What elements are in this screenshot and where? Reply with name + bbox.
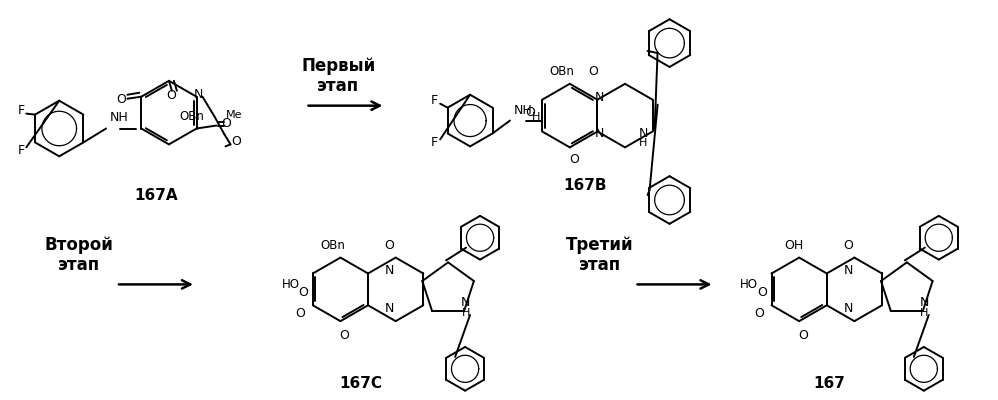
Text: O: O bbox=[843, 239, 853, 252]
Text: Me: Me bbox=[227, 110, 243, 120]
Text: O: O bbox=[589, 65, 599, 78]
Text: 167C: 167C bbox=[339, 376, 382, 391]
Text: H: H bbox=[639, 138, 647, 148]
Text: O: O bbox=[339, 328, 349, 342]
Text: O: O bbox=[222, 117, 232, 130]
Text: OH: OH bbox=[784, 239, 803, 252]
Text: F: F bbox=[18, 144, 25, 157]
Text: N: N bbox=[385, 264, 394, 277]
Text: O: O bbox=[757, 286, 767, 299]
Text: 167A: 167A bbox=[134, 188, 178, 202]
Text: H: H bbox=[461, 308, 470, 318]
Text: F: F bbox=[430, 94, 438, 107]
Text: 167: 167 bbox=[813, 376, 845, 391]
Text: N: N bbox=[595, 127, 604, 140]
Text: этап: этап bbox=[317, 77, 359, 95]
Text: N: N bbox=[385, 302, 394, 315]
Text: этап: этап bbox=[58, 256, 100, 274]
Text: Третий: Третий bbox=[566, 236, 634, 254]
Text: N: N bbox=[194, 88, 204, 101]
Text: H: H bbox=[532, 112, 540, 122]
Text: HO: HO bbox=[741, 278, 758, 291]
Text: O: O bbox=[232, 135, 242, 148]
Text: N: N bbox=[843, 302, 853, 315]
Text: O: O bbox=[117, 93, 127, 106]
Text: O: O bbox=[569, 153, 579, 166]
Text: HO: HO bbox=[281, 278, 299, 291]
Text: O: O bbox=[798, 328, 808, 342]
Text: этап: этап bbox=[579, 256, 621, 274]
Text: N: N bbox=[920, 296, 929, 308]
Text: Второй: Второй bbox=[45, 236, 114, 254]
Text: NH: NH bbox=[110, 111, 129, 124]
Text: O: O bbox=[384, 239, 394, 252]
Text: N: N bbox=[843, 264, 853, 277]
Text: N: N bbox=[461, 296, 470, 308]
Text: Первый: Первый bbox=[301, 57, 375, 75]
Text: OBn: OBn bbox=[320, 239, 345, 252]
Text: O: O bbox=[298, 286, 308, 299]
Text: NH: NH bbox=[514, 104, 533, 117]
Text: OBn: OBn bbox=[549, 65, 574, 78]
Text: N: N bbox=[639, 127, 648, 140]
Text: 167B: 167B bbox=[563, 178, 607, 193]
Text: O: O bbox=[295, 307, 305, 320]
Text: O: O bbox=[166, 89, 176, 102]
Text: H: H bbox=[920, 308, 928, 318]
Text: O: O bbox=[754, 307, 764, 320]
Text: OBn: OBn bbox=[179, 110, 204, 123]
Text: F: F bbox=[430, 136, 438, 149]
Text: O: O bbox=[525, 106, 535, 119]
Text: F: F bbox=[18, 104, 25, 117]
Text: N: N bbox=[595, 91, 604, 104]
